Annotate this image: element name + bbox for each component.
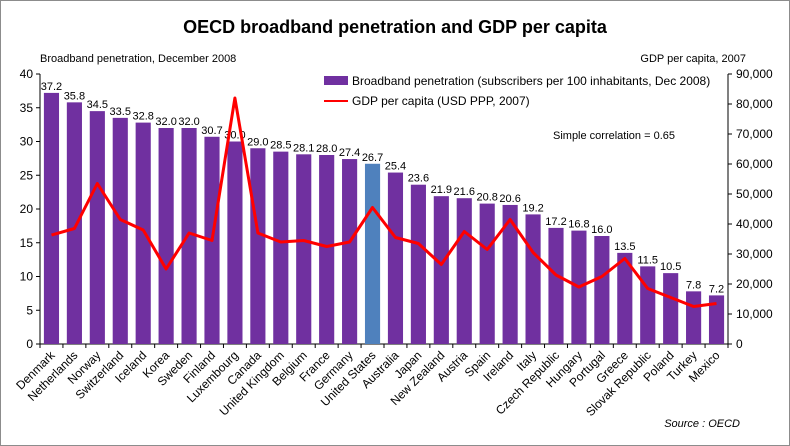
left-tick-label: 40 [20, 67, 34, 81]
bar-value-label: 27.4 [339, 147, 360, 159]
bar-value-label: 28.5 [270, 140, 291, 152]
left-axis-label: Broadband penetration, December 2008 [40, 53, 236, 65]
bar-value-label: 7.2 [709, 283, 724, 295]
left-tick-label: 15 [20, 236, 34, 250]
bar-value-label: 21.9 [431, 184, 452, 196]
bar [456, 198, 472, 344]
bar [296, 154, 312, 344]
bar-value-label: 32.0 [155, 116, 176, 128]
bar-value-label: 26.7 [362, 152, 383, 164]
left-tick-label: 5 [26, 303, 33, 317]
bar-value-label: 11.5 [637, 254, 658, 266]
bar-value-label: 30.7 [201, 125, 222, 137]
bar-value-label: 13.5 [614, 241, 635, 253]
bar-value-label: 37.2 [41, 81, 62, 93]
left-tick-label: 0 [26, 337, 33, 351]
bar [66, 102, 82, 344]
bar [525, 214, 541, 344]
right-tick-label: 70,000 [736, 127, 773, 141]
bar-value-label: 28.1 [293, 142, 314, 154]
bar-value-label: 34.5 [87, 99, 108, 111]
bar [708, 295, 725, 344]
bar [387, 172, 404, 344]
gdp-line-group [51, 96, 717, 308]
bar [181, 128, 197, 344]
legend: Broadband penetration (subscribers per 1… [324, 74, 710, 108]
bar-value-label: 16.0 [591, 224, 612, 236]
bar [273, 151, 289, 344]
category-labels: DenmarkNetherlandsNorwaySwitzerlandIcela… [13, 348, 723, 419]
bar-value-label: 16.8 [568, 219, 589, 231]
bar [433, 196, 449, 344]
left-tick-label: 20 [20, 202, 34, 216]
gdp-line [51, 96, 717, 308]
bar [479, 203, 495, 344]
bar-value-label: 28.0 [316, 143, 337, 155]
bar [410, 184, 426, 344]
bar [342, 159, 358, 344]
source-note: Source : OECD [664, 418, 740, 430]
left-tick-label: 30 [20, 135, 34, 149]
right-axis-label: GDP per capita, 2007 [640, 53, 746, 65]
bar-value-label: 20.8 [476, 192, 497, 204]
bar-labels: 37.235.834.533.5 32.8 32.0 32.030.7 30.029.0… [41, 81, 724, 295]
bar [502, 204, 518, 344]
bar [112, 117, 128, 344]
bar [548, 227, 564, 344]
bar [686, 291, 702, 344]
bar-value-label: 33.5 [110, 106, 131, 118]
left-tick-label: 25 [20, 168, 34, 182]
correlation-annotation: Simple correlation = 0.65 [553, 130, 675, 142]
right-tick-label: 0 [736, 337, 743, 351]
right-tick-label: 10,000 [736, 307, 773, 321]
bar [617, 252, 633, 344]
bar-value-label: 32.0 [178, 116, 199, 128]
bar-value-label: 35.8 [64, 90, 85, 102]
legend-bar-label: Broadband penetration (subscribers per 1… [352, 74, 710, 88]
bar [158, 128, 174, 344]
right-tick-label: 90,000 [736, 67, 773, 81]
bar-value-label: 29.0 [247, 136, 268, 148]
right-tick-label: 80,000 [736, 97, 773, 111]
bar [640, 266, 656, 344]
right-tick-label: 20,000 [736, 277, 773, 291]
bar-value-label: 10.5 [660, 261, 681, 273]
bar [663, 273, 679, 344]
bar-value-label: 23.6 [408, 173, 429, 185]
bar [594, 236, 610, 344]
legend-line-label: GDP per capita (USD PPP, 2007) [352, 94, 530, 108]
legend-bar-swatch [324, 76, 348, 85]
bar-value-label: 32.8 [132, 111, 153, 123]
bar [135, 122, 151, 344]
right-tick-label: 40,000 [736, 217, 773, 231]
left-tick-label: 10 [20, 270, 34, 284]
right-tick-label: 30,000 [736, 247, 773, 261]
bar-value-label: 19.2 [522, 202, 543, 214]
left-tick-label: 35 [20, 101, 34, 115]
bar [250, 148, 266, 344]
bar [319, 155, 335, 344]
bar-value-label: 20.6 [499, 193, 520, 205]
right-tick-label: 60,000 [736, 157, 773, 171]
bar-value-label: 21.6 [454, 186, 475, 198]
axes: 0 5 10 15 20 25 30 35 40 0 10,000 20,000 30,000 40,00… [20, 67, 773, 351]
chart-title: OECD broadband penetration and GDP per c… [183, 17, 608, 37]
right-tick-label: 50,000 [736, 187, 773, 201]
bar-value-label: 17.2 [545, 216, 566, 228]
bar-value-label: 25.4 [385, 161, 406, 173]
bar [364, 163, 381, 344]
bar [89, 111, 105, 344]
bar-value-label: 7.8 [686, 279, 701, 291]
bar [227, 141, 243, 344]
bar [43, 92, 60, 345]
